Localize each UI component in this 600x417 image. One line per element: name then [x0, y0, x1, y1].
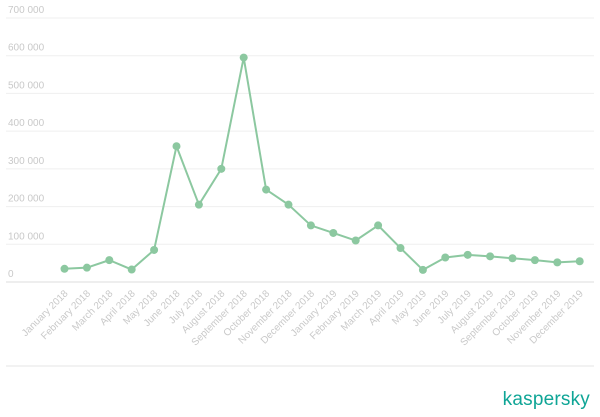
- data-point: [127, 265, 136, 274]
- data-point: [262, 185, 271, 194]
- data-point: [172, 142, 181, 151]
- data-point: [351, 236, 360, 245]
- data-point: [60, 264, 69, 273]
- data-point: [508, 254, 517, 263]
- data-point: [553, 258, 562, 267]
- data-point: [82, 263, 91, 272]
- data-point: [194, 200, 203, 209]
- y-tick-label: 0: [8, 269, 14, 280]
- data-point: [418, 265, 427, 274]
- y-tick-label: 600 000: [8, 43, 45, 54]
- data-point: [105, 256, 114, 265]
- y-tick-label: 700 000: [8, 5, 45, 16]
- y-tick-label: 400 000: [8, 118, 45, 129]
- data-point: [306, 221, 315, 230]
- chart-series: [60, 53, 584, 274]
- data-point: [441, 253, 450, 262]
- data-point: [329, 228, 338, 237]
- data-point: [575, 257, 584, 266]
- data-point: [463, 250, 472, 259]
- data-point: [396, 244, 405, 253]
- data-point: [217, 164, 226, 173]
- data-point: [374, 221, 383, 230]
- data-point: [530, 256, 539, 265]
- y-tick-label: 100 000: [8, 231, 45, 242]
- data-point: [239, 53, 248, 62]
- y-axis-ticks: 0 100 000 200 000 300 000 400 000 500 000 600 …: [8, 5, 45, 280]
- chart-grid: [6, 17, 594, 367]
- y-tick-label: 200 000: [8, 194, 45, 205]
- data-point: [486, 252, 495, 261]
- data-point: [284, 200, 293, 209]
- y-tick-label: 300 000: [8, 156, 45, 167]
- kaspersky-logo: kaspersky: [502, 389, 590, 410]
- y-tick-label: 500 000: [8, 80, 45, 91]
- series-line: [64, 56, 580, 271]
- data-point: [150, 245, 159, 254]
